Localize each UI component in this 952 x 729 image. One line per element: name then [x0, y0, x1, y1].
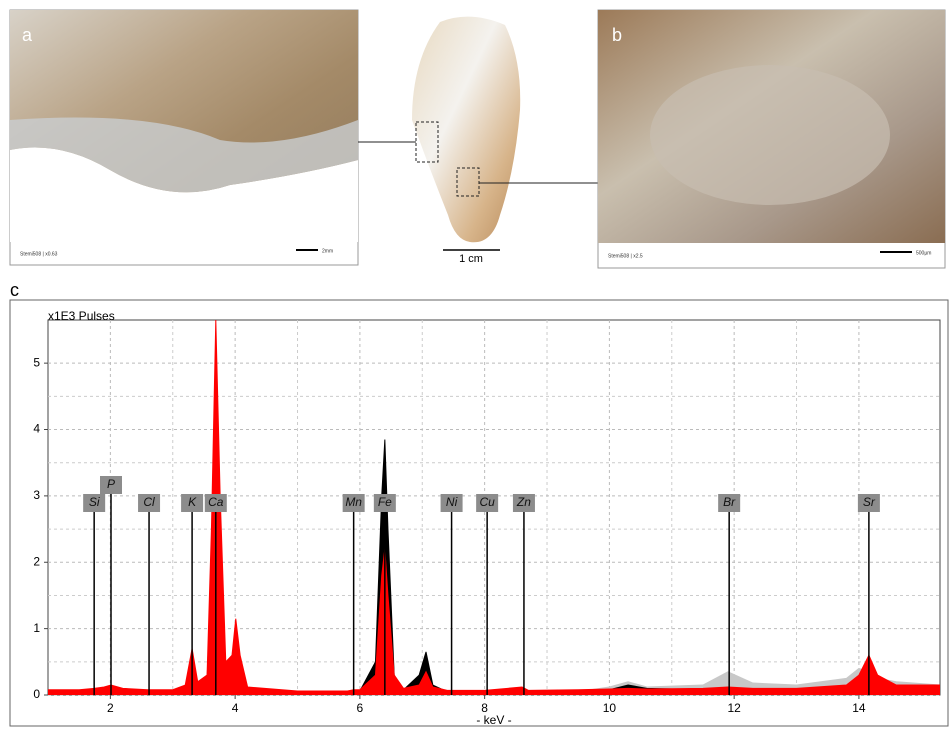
- photo-a-quartz: [10, 117, 358, 193]
- photo-a-bg: [10, 147, 358, 242]
- x-axis-title: - keV -: [476, 713, 511, 727]
- element-label: P: [107, 477, 115, 491]
- element-label-box: [476, 494, 499, 512]
- x-tick-label: 6: [357, 701, 364, 715]
- panel-label: b: [612, 25, 622, 45]
- scale-label: 500µm: [916, 250, 931, 256]
- element-label-box: [83, 494, 106, 512]
- element-label-box: [342, 494, 365, 512]
- element-label-box: [512, 494, 535, 512]
- photo-b-texture: [650, 65, 890, 205]
- element-label: Fe: [378, 495, 392, 509]
- element-label: Cl: [143, 495, 155, 509]
- inset-box: [456, 167, 480, 197]
- scale-label: 2mm: [322, 248, 333, 254]
- x-tick-label: 10: [603, 701, 617, 715]
- element-label-box: [204, 494, 227, 512]
- photo-caption: Stemi508 | x2.5: [608, 253, 643, 259]
- y-tick-label: 1: [33, 621, 40, 635]
- element-label-box: [718, 494, 741, 512]
- y-tick-label: 4: [33, 422, 40, 436]
- panel-label: c: [10, 280, 19, 300]
- x-tick-label: 8: [481, 701, 488, 715]
- element-label-box: [138, 494, 161, 512]
- rock-photo: [412, 16, 521, 243]
- element-label: Ni: [446, 495, 458, 509]
- element-label: Cu: [479, 495, 495, 509]
- y-tick-label: 3: [33, 488, 40, 502]
- x-tick-label: 14: [852, 701, 866, 715]
- x-tick-label: 4: [232, 701, 239, 715]
- element-label: Br: [723, 495, 736, 509]
- y-tick-label: 2: [33, 554, 40, 568]
- element-label-box: [440, 494, 463, 512]
- element-label-box: [181, 494, 204, 512]
- scale-label: 1 cm: [459, 253, 483, 265]
- element-label-box: [857, 494, 880, 512]
- x-tick-label: 2: [107, 701, 114, 715]
- y-axis-title: x1E3 Pulses: [48, 309, 115, 323]
- photo-caption: Stemi508 | x0.63: [20, 251, 58, 257]
- element-label: Zn: [516, 495, 531, 509]
- element-label: K: [188, 495, 197, 509]
- y-tick-label: 0: [33, 687, 40, 701]
- element-label: Si: [89, 495, 100, 509]
- panel-label: a: [22, 25, 33, 45]
- y-tick-label: 5: [33, 355, 40, 369]
- inset-box: [415, 121, 439, 163]
- element-label: Ca: [208, 495, 224, 509]
- element-label-box: [100, 476, 123, 494]
- series-group: [48, 320, 940, 695]
- element-label: Mn: [345, 495, 362, 509]
- x-tick-label: 12: [727, 701, 741, 715]
- element-label: Sr: [863, 495, 876, 509]
- spectrum-area: [48, 320, 940, 695]
- element-label-box: [373, 494, 396, 512]
